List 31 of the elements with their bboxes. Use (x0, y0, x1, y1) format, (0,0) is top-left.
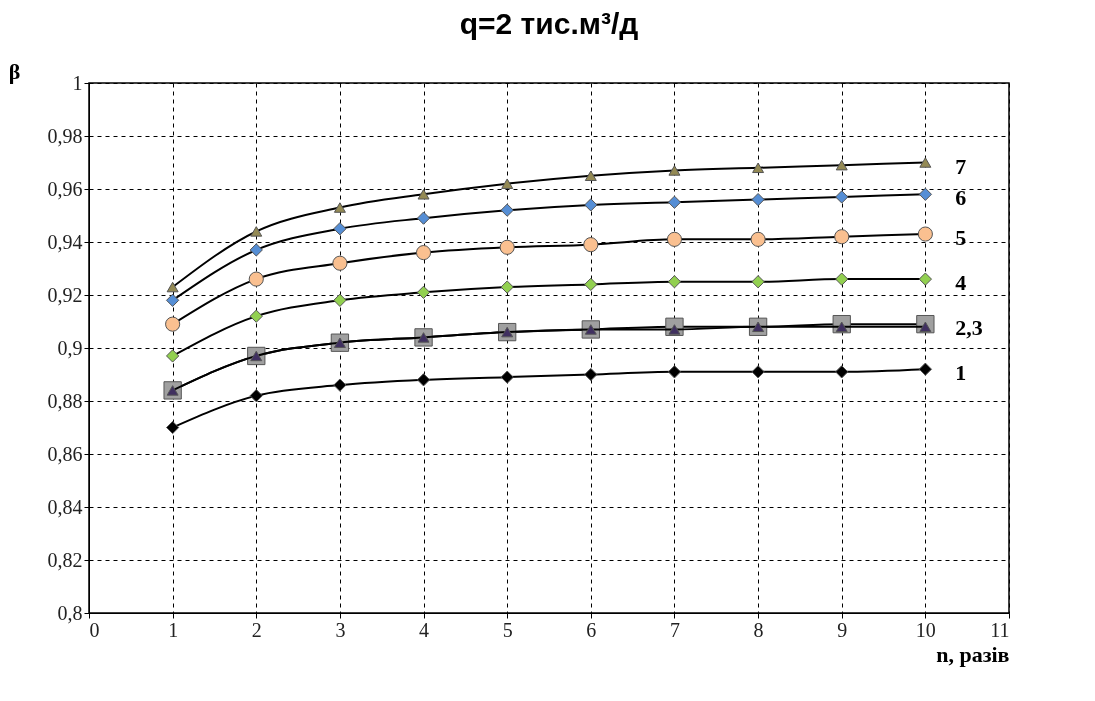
chart-title: q=2 тис.м³/д (459, 7, 639, 40)
x-tick-label: 11 (990, 618, 1010, 641)
series-label: 7 (955, 153, 967, 179)
x-tick-label: 4 (419, 618, 430, 641)
x-tick-label: 2 (251, 618, 262, 641)
x-tick-label: 8 (753, 618, 764, 641)
x-tick-label: 1 (168, 618, 179, 641)
y-tick-label: 1 (72, 71, 83, 94)
y-tick-label: 0,8 (57, 601, 83, 624)
y-tick-label: 0,84 (47, 495, 83, 518)
series-label: 1 (955, 360, 967, 386)
x-tick-label: 0 (89, 618, 100, 641)
x-tick-label: 3 (335, 618, 346, 641)
y-tick-label: 0,82 (47, 548, 83, 571)
series-label: 2,3 (955, 315, 983, 341)
y-tick-label: 0,88 (47, 389, 83, 412)
y-tick-label: 0,9 (57, 336, 83, 359)
x-tick-label: 5 (502, 618, 513, 641)
x-tick-label: 6 (586, 618, 597, 641)
x-tick-label: 10 (915, 618, 936, 641)
series-label: 6 (955, 185, 967, 211)
series-label: 4 (955, 270, 967, 296)
y-tick-label: 0,86 (47, 442, 83, 465)
x-tick-label: 7 (669, 618, 680, 641)
x-axis-title: n, разів (936, 641, 1010, 667)
y-tick-label: 0,98 (47, 124, 83, 147)
y-tick-label: 0,96 (47, 177, 83, 200)
x-tick-label: 9 (837, 618, 848, 641)
y-tick-label: 0,94 (47, 230, 83, 253)
y-axis-title: β (8, 58, 21, 84)
y-tick-label: 0,92 (47, 283, 83, 306)
